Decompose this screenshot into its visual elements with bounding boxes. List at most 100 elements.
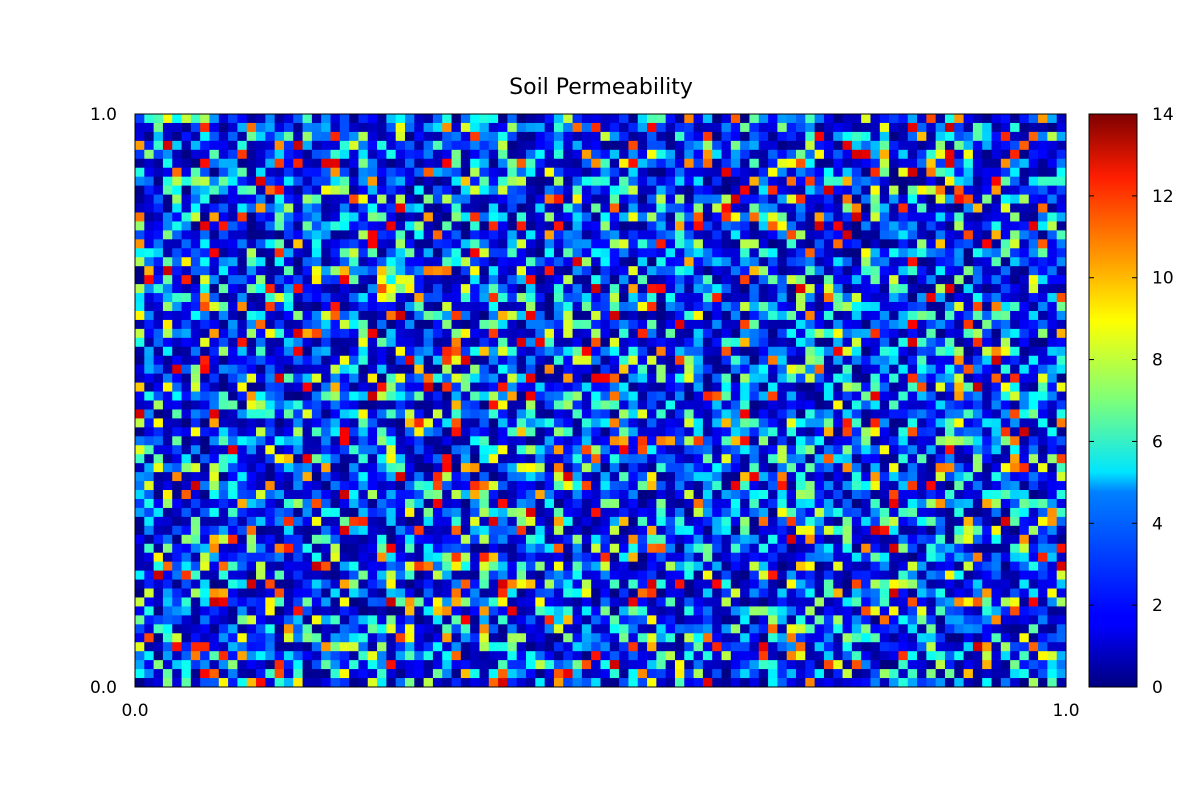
heatmap-cell	[330, 203, 341, 213]
heatmap-cell	[470, 239, 480, 249]
heatmap-cell	[526, 149, 536, 160]
heatmap-cell	[805, 293, 816, 303]
heatmap-cell	[749, 114, 760, 124]
heatmap-cell	[1000, 319, 1011, 330]
heatmap-cell	[395, 373, 406, 383]
heatmap-cell	[609, 552, 620, 563]
heatmap-cell	[944, 454, 955, 464]
heatmap-cell	[702, 409, 713, 419]
heatmap-cell	[460, 391, 471, 401]
heatmap-cell	[302, 373, 313, 383]
heatmap-cell	[404, 167, 415, 178]
heatmap-cell	[386, 472, 397, 482]
heatmap-cell	[442, 114, 452, 124]
heatmap-cell	[256, 498, 266, 509]
heatmap-cell	[870, 355, 881, 366]
heatmap-cell	[963, 122, 974, 133]
heatmap-cell	[786, 310, 797, 321]
heatmap-cell	[507, 507, 518, 518]
heatmap-cell	[488, 472, 499, 482]
heatmap-cell	[283, 516, 294, 527]
heatmap-cell	[553, 248, 564, 258]
heatmap-cell	[814, 230, 825, 240]
heatmap-cell	[395, 427, 406, 437]
heatmap-cell	[218, 534, 229, 545]
heatmap-cell	[246, 391, 257, 401]
heatmap-cell	[442, 445, 452, 455]
heatmap-cell	[730, 176, 741, 187]
heatmap-cell	[246, 302, 257, 312]
heatmap-cell	[377, 391, 387, 401]
heatmap-cell	[572, 472, 583, 482]
heatmap-cell	[330, 463, 341, 473]
heatmap-cell	[432, 418, 443, 428]
heatmap-cell	[460, 239, 471, 249]
heatmap-cell	[861, 472, 871, 482]
heatmap-cell	[135, 212, 145, 222]
heatmap-cell	[907, 364, 918, 375]
heatmap-cell	[367, 373, 378, 383]
heatmap-cell	[404, 310, 415, 321]
heatmap-cell	[563, 507, 573, 518]
heatmap-cell	[665, 230, 676, 240]
heatmap-cell	[768, 427, 778, 437]
heatmap-cell	[656, 418, 667, 428]
heatmap-cell	[972, 140, 983, 151]
heatmap-cell	[842, 552, 853, 563]
heatmap-cell	[842, 364, 853, 375]
heatmap-cell	[246, 194, 257, 204]
heatmap-cell	[256, 248, 266, 258]
heatmap-cell	[237, 149, 248, 160]
heatmap-cell	[311, 391, 322, 401]
heatmap-cell	[544, 507, 555, 518]
heatmap-cell	[972, 328, 983, 339]
heatmap-cell	[619, 525, 629, 536]
heatmap-cell	[665, 543, 676, 554]
heatmap-cell	[237, 436, 248, 446]
heatmap-cell	[349, 534, 359, 545]
heatmap-cell	[265, 543, 276, 554]
heatmap-cell	[563, 418, 573, 428]
heatmap-cell	[730, 293, 741, 303]
heatmap-cell	[1010, 543, 1020, 554]
heatmap-cell	[498, 436, 508, 446]
heatmap-cell	[749, 418, 760, 428]
heatmap-cell	[479, 328, 490, 339]
heatmap-cell	[488, 257, 499, 267]
heatmap-cell	[526, 382, 536, 392]
heatmap-cell	[581, 266, 592, 276]
heatmap-cell	[982, 427, 992, 437]
heatmap-cell	[758, 472, 769, 482]
heatmap-cell	[451, 445, 462, 455]
heatmap-cell	[516, 302, 527, 312]
heatmap-cell	[684, 167, 694, 178]
heatmap-cell	[265, 427, 276, 437]
heatmap-cell	[404, 266, 415, 276]
heatmap-cell	[302, 293, 313, 303]
heatmap-cell	[218, 114, 229, 124]
heatmap-cell	[535, 481, 546, 491]
heatmap-cell	[1028, 149, 1039, 160]
heatmap-cell	[321, 239, 331, 249]
heatmap-cell	[442, 472, 452, 482]
heatmap-cell	[898, 284, 909, 294]
heatmap-cell	[647, 328, 657, 339]
heatmap-cell	[311, 221, 322, 231]
heatmap-cell	[647, 158, 657, 169]
heatmap-cell	[256, 525, 266, 536]
heatmap-cell	[619, 463, 629, 473]
heatmap-cell	[553, 498, 564, 509]
heatmap-cell	[1038, 364, 1048, 375]
heatmap-cell	[758, 275, 769, 285]
heatmap-cell	[684, 498, 694, 509]
heatmap-cell	[609, 525, 620, 536]
heatmap-cell	[796, 310, 806, 321]
heatmap-cell	[404, 346, 415, 357]
heatmap-cell	[349, 328, 359, 339]
heatmap-cell	[777, 310, 788, 321]
heatmap-cell	[581, 158, 592, 169]
heatmap-cell	[451, 275, 462, 285]
heatmap-cell	[693, 319, 704, 330]
heatmap-cell	[926, 140, 937, 151]
heatmap-cell	[1047, 185, 1058, 195]
